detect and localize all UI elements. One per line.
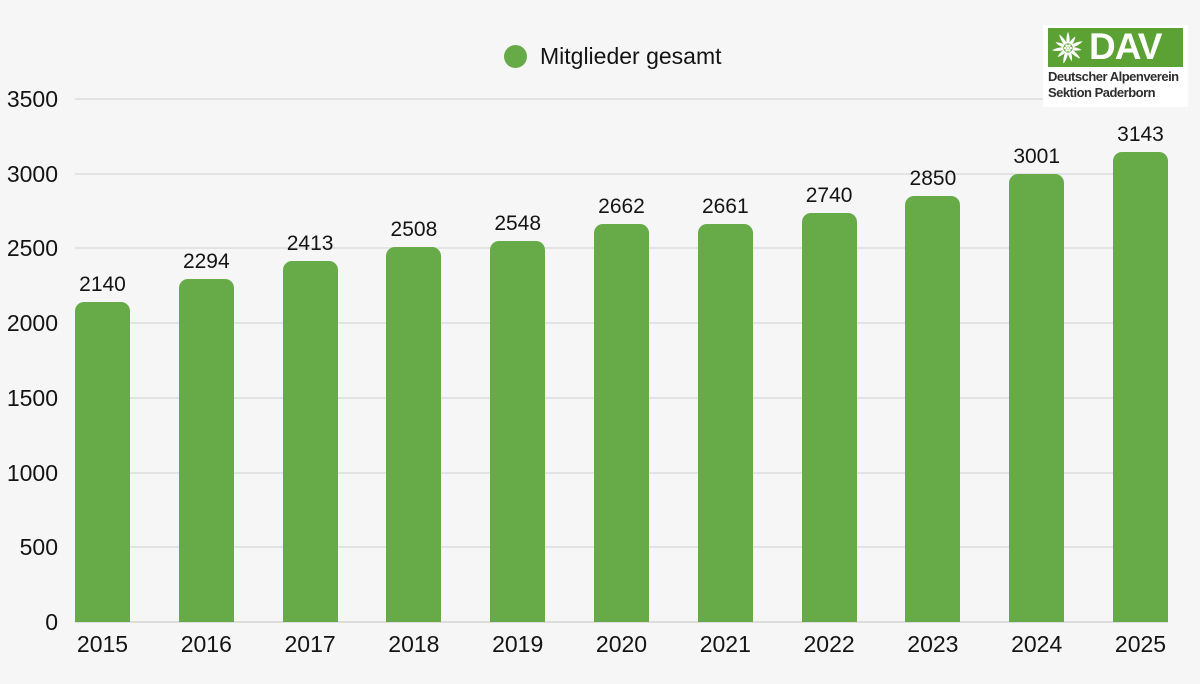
bar-2023 (905, 196, 961, 622)
chart-legend: Mitglieder gesamt (504, 43, 722, 70)
bar-2021 (697, 224, 753, 622)
dav-logo-caption: Deutscher Alpenverein Sektion Paderborn (1048, 69, 1183, 101)
bar-value-label: 3001 (1013, 144, 1061, 168)
dav-logo-green-band: DAV (1048, 28, 1183, 67)
legend-label: Mitglieder gesamt (540, 43, 722, 69)
bar-value-label: 2413 (286, 232, 334, 256)
y-tick-label: 2000 (6, 310, 58, 337)
bar-value-label: 2548 (494, 212, 542, 236)
bar-2015 (75, 302, 130, 622)
bar-2019 (490, 241, 546, 622)
bar-2018 (386, 247, 442, 622)
bar-value-label: 2850 (909, 167, 957, 191)
y-tick-label: 3000 (6, 160, 58, 187)
dav-logo-wordmark: DAV (1089, 28, 1162, 67)
x-tick-label: 2023 (907, 631, 959, 657)
dav-logo-caption-line2: Sektion Paderborn (1048, 85, 1156, 100)
bar-2022 (801, 212, 857, 622)
bar-value-label: 3143 (1117, 123, 1164, 147)
x-tick-label: 2021 (699, 631, 751, 657)
gridline (75, 621, 1168, 623)
y-tick-label: 0 (45, 609, 58, 635)
x-tick-label: 2022 (803, 631, 855, 657)
bar-2024 (1009, 173, 1065, 622)
legend-marker-dot (504, 45, 527, 68)
x-tick-label: 2015 (76, 631, 129, 657)
bar-2020 (594, 224, 649, 622)
dav-logo: DAV Deutscher Alpenverein Sektion Paderb… (1043, 25, 1188, 107)
bar-value-label: 2662 (598, 195, 645, 219)
y-tick-label: 3500 (6, 86, 58, 112)
bar-2016 (178, 279, 234, 622)
dav-logo-caption-line1: Deutscher Alpenverein (1048, 69, 1179, 84)
bar-2025 (1113, 152, 1168, 622)
y-tick-label: 2500 (6, 235, 58, 262)
x-tick-label: 2024 (1011, 631, 1063, 657)
gridline (75, 98, 1168, 100)
bar-value-label: 2740 (805, 183, 853, 207)
bar-value-label: 2294 (182, 250, 230, 274)
y-tick-label: 500 (19, 534, 58, 561)
bar-value-label: 2661 (701, 195, 749, 219)
bar-value-label: 2508 (390, 218, 438, 242)
gridline (75, 172, 1168, 175)
x-tick-label: 2017 (284, 631, 336, 657)
edelweiss-icon (1051, 31, 1083, 64)
x-tick-label: 2025 (1114, 631, 1167, 657)
x-tick-label: 2019 (492, 631, 544, 657)
bar-value-label: 2140 (79, 273, 126, 297)
y-tick-label: 1000 (6, 459, 58, 486)
x-tick-label: 2018 (388, 631, 440, 657)
y-tick-label: 1500 (6, 384, 58, 411)
bar-2017 (282, 261, 338, 622)
x-tick-label: 2020 (595, 631, 648, 657)
x-tick-label: 2016 (180, 631, 232, 657)
